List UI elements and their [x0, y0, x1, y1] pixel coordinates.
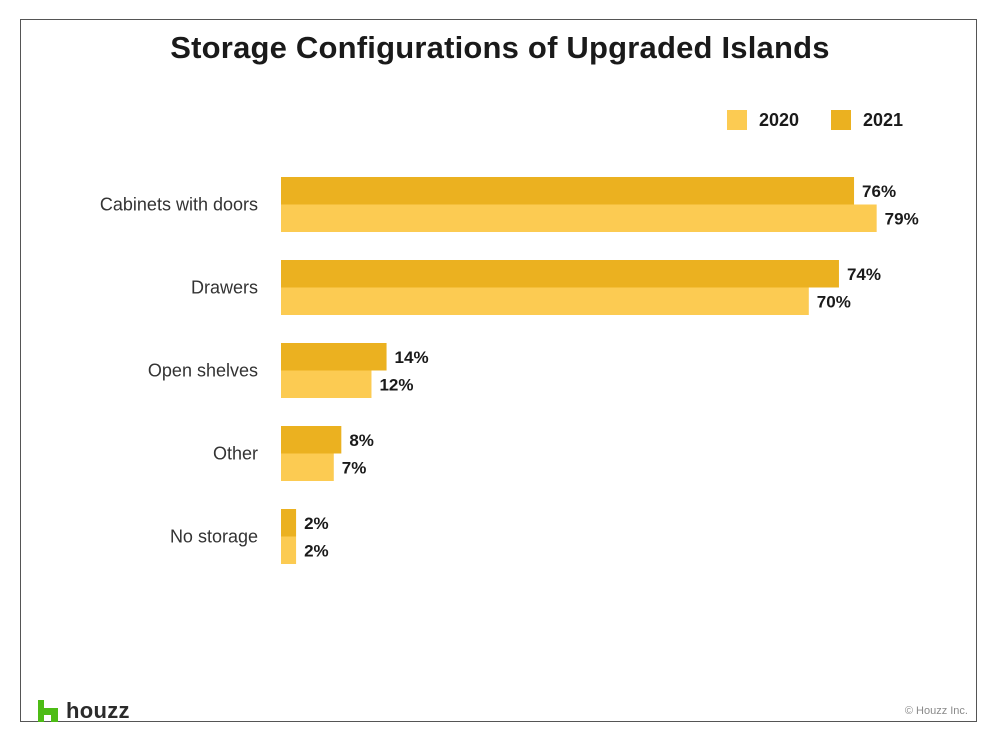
value-label-drawers-2021: 74% — [847, 265, 881, 284]
bar-other-2020 — [281, 453, 334, 481]
legend-label-2021: 2021 — [863, 109, 904, 130]
bar-open-shelves-2020 — [281, 370, 372, 398]
category-label-drawers: Drawers — [191, 278, 258, 298]
houzz-brand: houzz — [38, 698, 130, 724]
bar-no-storage-2020 — [281, 536, 297, 564]
bar-cabinets-with-doors-2021 — [281, 177, 855, 205]
value-label-cabinets-with-doors-2020: 79% — [885, 209, 919, 228]
category-label-no-storage: No storage — [170, 527, 258, 547]
value-label-drawers-2020: 70% — [817, 292, 851, 311]
chart-frame — [20, 19, 977, 722]
value-label-open-shelves-2020: 12% — [379, 375, 413, 394]
legend-swatch-2020 — [727, 110, 747, 130]
houzz-logo-icon — [38, 700, 58, 722]
legend-label-2020: 2020 — [759, 109, 800, 130]
bar-drawers-2021 — [281, 260, 839, 288]
chart-title: Storage Configurations of Upgraded Islan… — [170, 30, 830, 65]
bar-other-2021 — [281, 426, 342, 454]
bar-drawers-2020 — [281, 287, 809, 315]
brand-name: houzz — [66, 698, 130, 723]
value-label-cabinets-with-doors-2021: 76% — [862, 182, 896, 201]
category-label-other: Other — [213, 444, 258, 464]
value-label-other-2020: 7% — [342, 458, 367, 477]
value-label-open-shelves-2021: 14% — [395, 348, 429, 367]
bar-open-shelves-2021 — [281, 343, 387, 371]
category-label-cabinets-with-doors: Cabinets with doors — [100, 195, 258, 215]
bar-cabinets-with-doors-2020 — [281, 204, 877, 232]
value-label-no-storage-2021: 2% — [304, 514, 329, 533]
legend-swatch-2021 — [831, 110, 851, 130]
legend-item-2020: 2020 — [727, 108, 799, 132]
category-label-open-shelves: Open shelves — [148, 361, 258, 381]
legend-item-2021: 2021 — [831, 108, 903, 132]
value-label-other-2021: 8% — [349, 431, 374, 450]
bar-no-storage-2021 — [281, 509, 297, 537]
copyright-text: © Houzz Inc. — [904, 705, 968, 717]
value-label-no-storage-2020: 2% — [304, 541, 329, 560]
